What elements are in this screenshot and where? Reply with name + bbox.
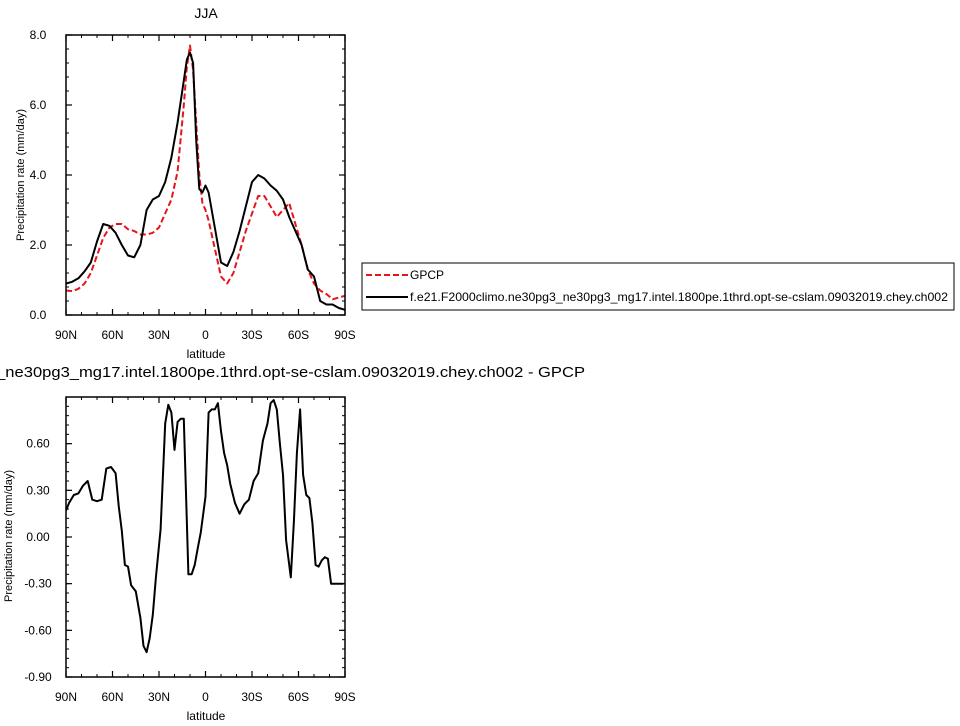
x-tick-label: 90S xyxy=(334,328,355,342)
chart-title: JJA xyxy=(194,5,218,21)
x-tick-label: 60N xyxy=(101,690,123,704)
y-tick-label: 8.0 xyxy=(30,28,47,42)
x-axis-label: latitude xyxy=(187,709,226,723)
y-axis-label: Precipitation rate (mm/day) xyxy=(15,109,27,241)
x-axis: 90N 60N 30N 0 30S 60S 90S xyxy=(55,397,356,704)
x-tick-label: 90S xyxy=(334,690,355,704)
y-tick-label: -0.60 xyxy=(24,623,52,637)
y-tick-label: -0.90 xyxy=(24,670,52,684)
series-line-1 xyxy=(66,51,345,311)
x-tick-label: 60S xyxy=(288,690,309,704)
series-line-0 xyxy=(66,399,344,654)
x-tick-label: 30N xyxy=(148,690,170,704)
y-axis-label: Precipitation rate (mm/day) xyxy=(3,470,15,602)
chart-panel-1: JJA 90N 60N 30N 0 30S 60S 90S 0.02.04.06.08.0 … xyxy=(15,5,955,361)
y-tick-label: 0.0 xyxy=(30,308,47,322)
x-tick-label: 60S xyxy=(288,328,309,342)
legend-label-model: f.e21.F2000climo.ne30pg3_ne30pg3_mg17.in… xyxy=(410,290,948,304)
legend: GPCP f.e21.F2000climo.ne30pg3_ne30pg3_mg… xyxy=(361,262,955,311)
plot-frame xyxy=(65,34,346,316)
y-axis: 0.0 2.0 4.0 6.0 8.0 xyxy=(30,28,345,322)
series-line-0 xyxy=(66,44,345,301)
x-tick-label: 0 xyxy=(202,690,209,704)
chart-title: f.e21.F2000climo.ne30pg3_ne30pg3_mg17.in… xyxy=(0,364,585,381)
x-tick-label: 0 xyxy=(202,328,209,342)
x-tick-label: 90N xyxy=(55,690,77,704)
y-tick-label: 0.30 xyxy=(26,483,50,497)
y-tick-label: 4.0 xyxy=(30,168,47,182)
series-group xyxy=(66,44,345,311)
plot-frame xyxy=(65,396,346,678)
y-tick-label: 0.00 xyxy=(26,530,50,544)
x-axis: 90N 60N 30N 0 30S 60S 90S xyxy=(55,35,356,342)
y-tick-label: 0.60 xyxy=(26,437,50,451)
x-tick-label: 30S xyxy=(241,690,262,704)
y-tick-label: -0.30 xyxy=(24,577,52,591)
y-tick-label: 2.0 xyxy=(30,238,47,252)
legend-box xyxy=(361,262,955,311)
y-tick-label: 6.0 xyxy=(30,98,47,112)
x-tick-label: 90N xyxy=(55,328,77,342)
chart-panel-2: f.e21.F2000climo.ne30pg3_ne30pg3_mg17.in… xyxy=(0,364,585,723)
x-axis-label: latitude xyxy=(187,347,226,361)
y-axis: -0.90 -0.60 -0.30 0.00 0.30 0.60 xyxy=(24,396,345,684)
x-tick-label: 30N xyxy=(148,328,170,342)
series-group xyxy=(66,399,344,654)
x-tick-label: 60N xyxy=(101,328,123,342)
legend-label-gpcp: GPCP xyxy=(410,268,444,282)
x-tick-label: 30S xyxy=(241,328,262,342)
